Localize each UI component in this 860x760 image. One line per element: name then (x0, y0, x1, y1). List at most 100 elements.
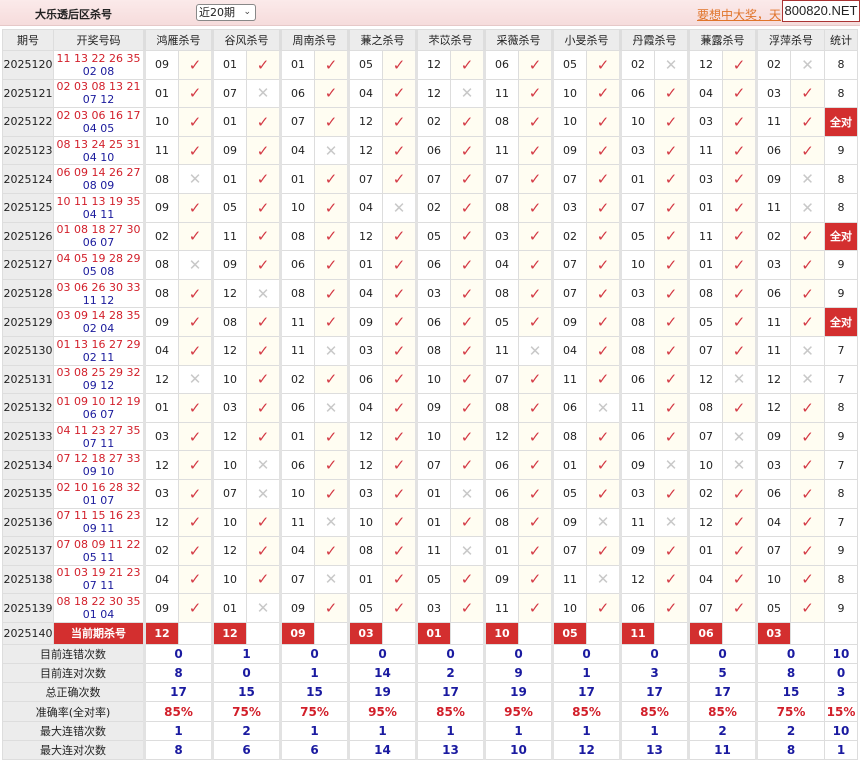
front-balls: 02 03 08 13 21 (56, 80, 141, 94)
check-icon: ✓ (654, 564, 689, 595)
front-balls: 10 11 13 19 35 (56, 194, 141, 208)
check-icon: ✓ (314, 250, 349, 280)
check-icon: ✓ (722, 107, 757, 137)
check-icon: ✓ (314, 593, 349, 623)
draw-cell: 08 18 22 30 35 01 04 (53, 593, 145, 623)
check-icon: ✓ (654, 278, 689, 309)
kill-number: 12 (211, 278, 247, 309)
kill-number: 08 (619, 307, 655, 337)
period-range-select[interactable]: 近20期 ⌄ (196, 4, 256, 21)
check-icon: ✓ (518, 536, 553, 566)
check-icon: ✓ (178, 78, 213, 109)
current-kill-number: 12 (211, 621, 247, 645)
check-icon: ✓ (382, 278, 417, 309)
row-stat: 8 (824, 393, 858, 423)
kill-number: 11 (143, 135, 179, 166)
draw-cell: 02 03 08 13 21 07 12 (53, 78, 145, 109)
stats-value: 10 (483, 739, 553, 760)
cross-icon: ✕ (654, 450, 689, 480)
kill-number: 01 (415, 478, 451, 509)
check-icon: ✓ (246, 536, 281, 566)
check-icon: ✓ (790, 307, 825, 337)
kill-number: 05 (347, 593, 383, 623)
period-cell: 2025120 (2, 50, 54, 80)
check-icon: ✓ (246, 393, 281, 423)
check-icon: ✓ (722, 78, 757, 109)
check-icon: ✓ (246, 192, 281, 223)
front-balls: 08 13 24 25 31 (56, 137, 141, 151)
stats-total: 3 (824, 682, 858, 703)
check-icon: ✓ (790, 593, 825, 623)
kill-number: 05 (347, 50, 383, 80)
table-row: 2025122 02 03 06 16 17 04 05 10 ✓ 01 ✓ 07 ✓ 1… (2, 107, 858, 137)
stats-row: 目前连错次数 0 1 0 0 0 0 0 0 0 0 10 (2, 643, 858, 665)
table-row: 2025137 07 08 09 11 22 05 11 02 ✓ 12 ✓ 04 ✓ 0… (2, 536, 858, 566)
cross-icon: ✕ (722, 364, 757, 395)
kill-number: 06 (619, 364, 655, 395)
check-icon: ✓ (450, 107, 485, 137)
kill-number: 12 (687, 364, 723, 395)
row-stat: 7 (824, 450, 858, 480)
stats-value: 85% (415, 701, 485, 722)
table-row: 2025126 01 08 18 27 30 06 07 02 ✓ 11 ✓ 08 ✓ 1… (2, 221, 858, 252)
kill-number: 07 (483, 364, 519, 395)
draw-cell: 04 05 19 28 29 05 08 (53, 250, 145, 280)
kill-number: 10 (143, 107, 179, 137)
kill-number: 04 (347, 393, 383, 423)
header-draw: 开奖号码 (53, 29, 145, 51)
kill-number: 01 (211, 107, 247, 137)
row-stat: 8 (824, 50, 858, 80)
front-balls: 01 03 19 21 23 (56, 566, 141, 580)
kill-number: 11 (687, 135, 723, 166)
stats-value: 1 (551, 663, 621, 684)
table-row: 2025132 01 09 10 12 19 06 07 01 ✓ 03 ✓ 06 ✕ 0… (2, 393, 858, 423)
period-cell: 2025128 (2, 278, 54, 309)
table-row: 2025129 03 09 14 28 35 02 04 09 ✓ 08 ✓ 11 ✓ 0… (2, 307, 858, 337)
cross-icon: ✕ (790, 364, 825, 395)
current-period-row: 2025140 当前期杀号 12 12 09 03 01 10 05 11 06 03 (2, 621, 858, 645)
table-row: 2025131 03 08 25 29 32 09 12 12 ✕ 10 ✓ 02 ✓ 0… (2, 364, 858, 395)
kill-number: 12 (687, 507, 723, 538)
check-icon: ✓ (246, 107, 281, 137)
cross-icon: ✕ (654, 507, 689, 538)
kill-number: 07 (211, 78, 247, 109)
stats-value: 17 (415, 682, 485, 703)
kill-number: 07 (755, 536, 791, 566)
cross-icon: ✕ (382, 192, 417, 223)
back-balls: 07 12 (82, 93, 115, 107)
kill-number: 05 (551, 50, 587, 80)
stats-row: 准确率(全对率) 85% 75% 75% 95% 85% 95% 85% 85% 85% 75% 15… (2, 701, 858, 722)
stats-value: 15 (211, 682, 281, 703)
check-icon: ✓ (654, 393, 689, 423)
page-title: 大乐透后区杀号 (35, 8, 112, 21)
kill-number: 02 (143, 536, 179, 566)
empty-cell (722, 621, 757, 645)
kill-number: 11 (755, 335, 791, 366)
check-icon: ✓ (790, 221, 825, 252)
check-icon: ✓ (518, 135, 553, 166)
stats-value: 0 (483, 643, 553, 665)
check-icon: ✓ (178, 393, 213, 423)
kill-number: 12 (211, 335, 247, 366)
stats-value: 17 (551, 682, 621, 703)
stats-row: 最大连错次数 1 2 1 1 1 1 1 1 2 2 10 (2, 720, 858, 741)
kill-number: 09 (551, 307, 587, 337)
check-icon: ✓ (314, 78, 349, 109)
kill-number: 08 (347, 536, 383, 566)
period-cell: 2025135 (2, 478, 54, 509)
kill-number: 06 (619, 421, 655, 452)
check-icon: ✓ (450, 278, 485, 309)
check-icon: ✓ (518, 478, 553, 509)
check-icon: ✓ (790, 536, 825, 566)
check-icon: ✓ (586, 135, 621, 166)
check-icon: ✓ (722, 307, 757, 337)
stats-value: 2 (755, 720, 825, 741)
promo-link[interactable]: 要想中大奖，天 (697, 8, 782, 22)
kill-number: 06 (279, 450, 315, 480)
kill-number: 01 (483, 536, 519, 566)
kill-number: 11 (619, 507, 655, 538)
kill-number: 06 (347, 364, 383, 395)
kill-number: 11 (755, 107, 791, 137)
check-icon: ✓ (654, 107, 689, 137)
kill-number: 02 (279, 364, 315, 395)
